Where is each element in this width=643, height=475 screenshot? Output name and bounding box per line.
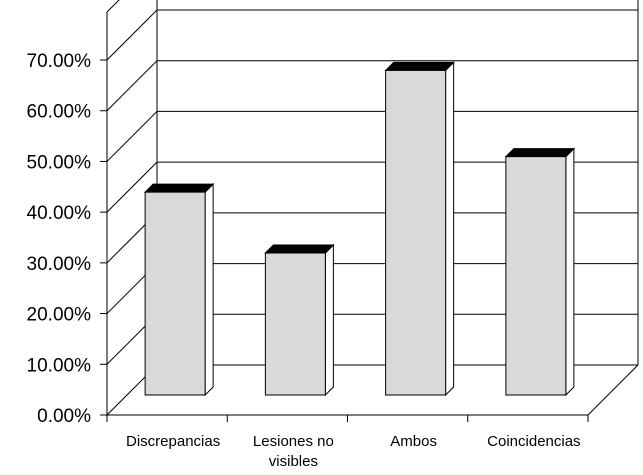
bar-front-face — [264, 252, 326, 396]
bar-top-face — [264, 244, 335, 254]
x-axis-labels: Discrepancias Lesiones no visibles Ambos Coi… — [106, 415, 589, 470]
y-tick-label: 50.00% — [27, 152, 92, 173]
bars — [143, 61, 576, 397]
y-tick-label: 10.00% — [27, 355, 92, 376]
bar — [143, 182, 215, 397]
x-category-label: Discrepancias — [126, 433, 220, 450]
x-category-label: Lesiones no visibles — [253, 433, 334, 470]
y-tick-label: 20.00% — [27, 305, 92, 326]
gridline-left-wall — [106, 161, 158, 213]
bar-front-face — [505, 156, 567, 396]
bar-front-face — [144, 191, 206, 396]
gridline-left-wall — [106, 9, 158, 61]
bar-side-face — [565, 147, 575, 397]
bar-side-face — [445, 61, 455, 397]
bar-side-face — [204, 182, 214, 397]
y-tick-label: 70.00% — [27, 51, 92, 72]
y-tick-label: 40.00% — [27, 203, 92, 224]
bar-top-face — [384, 61, 455, 71]
bar-top-face — [504, 148, 576, 158]
bar — [384, 61, 455, 397]
left-wall-top-edge — [106, 0, 120, 13]
y-tick-label: 60.00% — [27, 102, 92, 123]
bar-front-face — [385, 69, 447, 396]
y-axis-ticks: 0.00% 10.00% 20.00% 30.00% 40.00% 50.00% 60.00… — [27, 51, 107, 427]
y-tick-label: 30.00% — [27, 254, 92, 275]
x-category-label: Ambos — [390, 433, 437, 450]
bar-top-face — [143, 183, 215, 193]
gridline-left-wall — [106, 60, 158, 112]
bar — [504, 147, 576, 397]
floor-right-edge — [587, 364, 639, 416]
bar — [264, 243, 335, 397]
y-tick-label: 0.00% — [37, 406, 91, 427]
x-category-label: Coincidencias — [487, 433, 580, 450]
gridline-left-wall — [106, 111, 158, 162]
bar-side-face — [324, 243, 334, 397]
